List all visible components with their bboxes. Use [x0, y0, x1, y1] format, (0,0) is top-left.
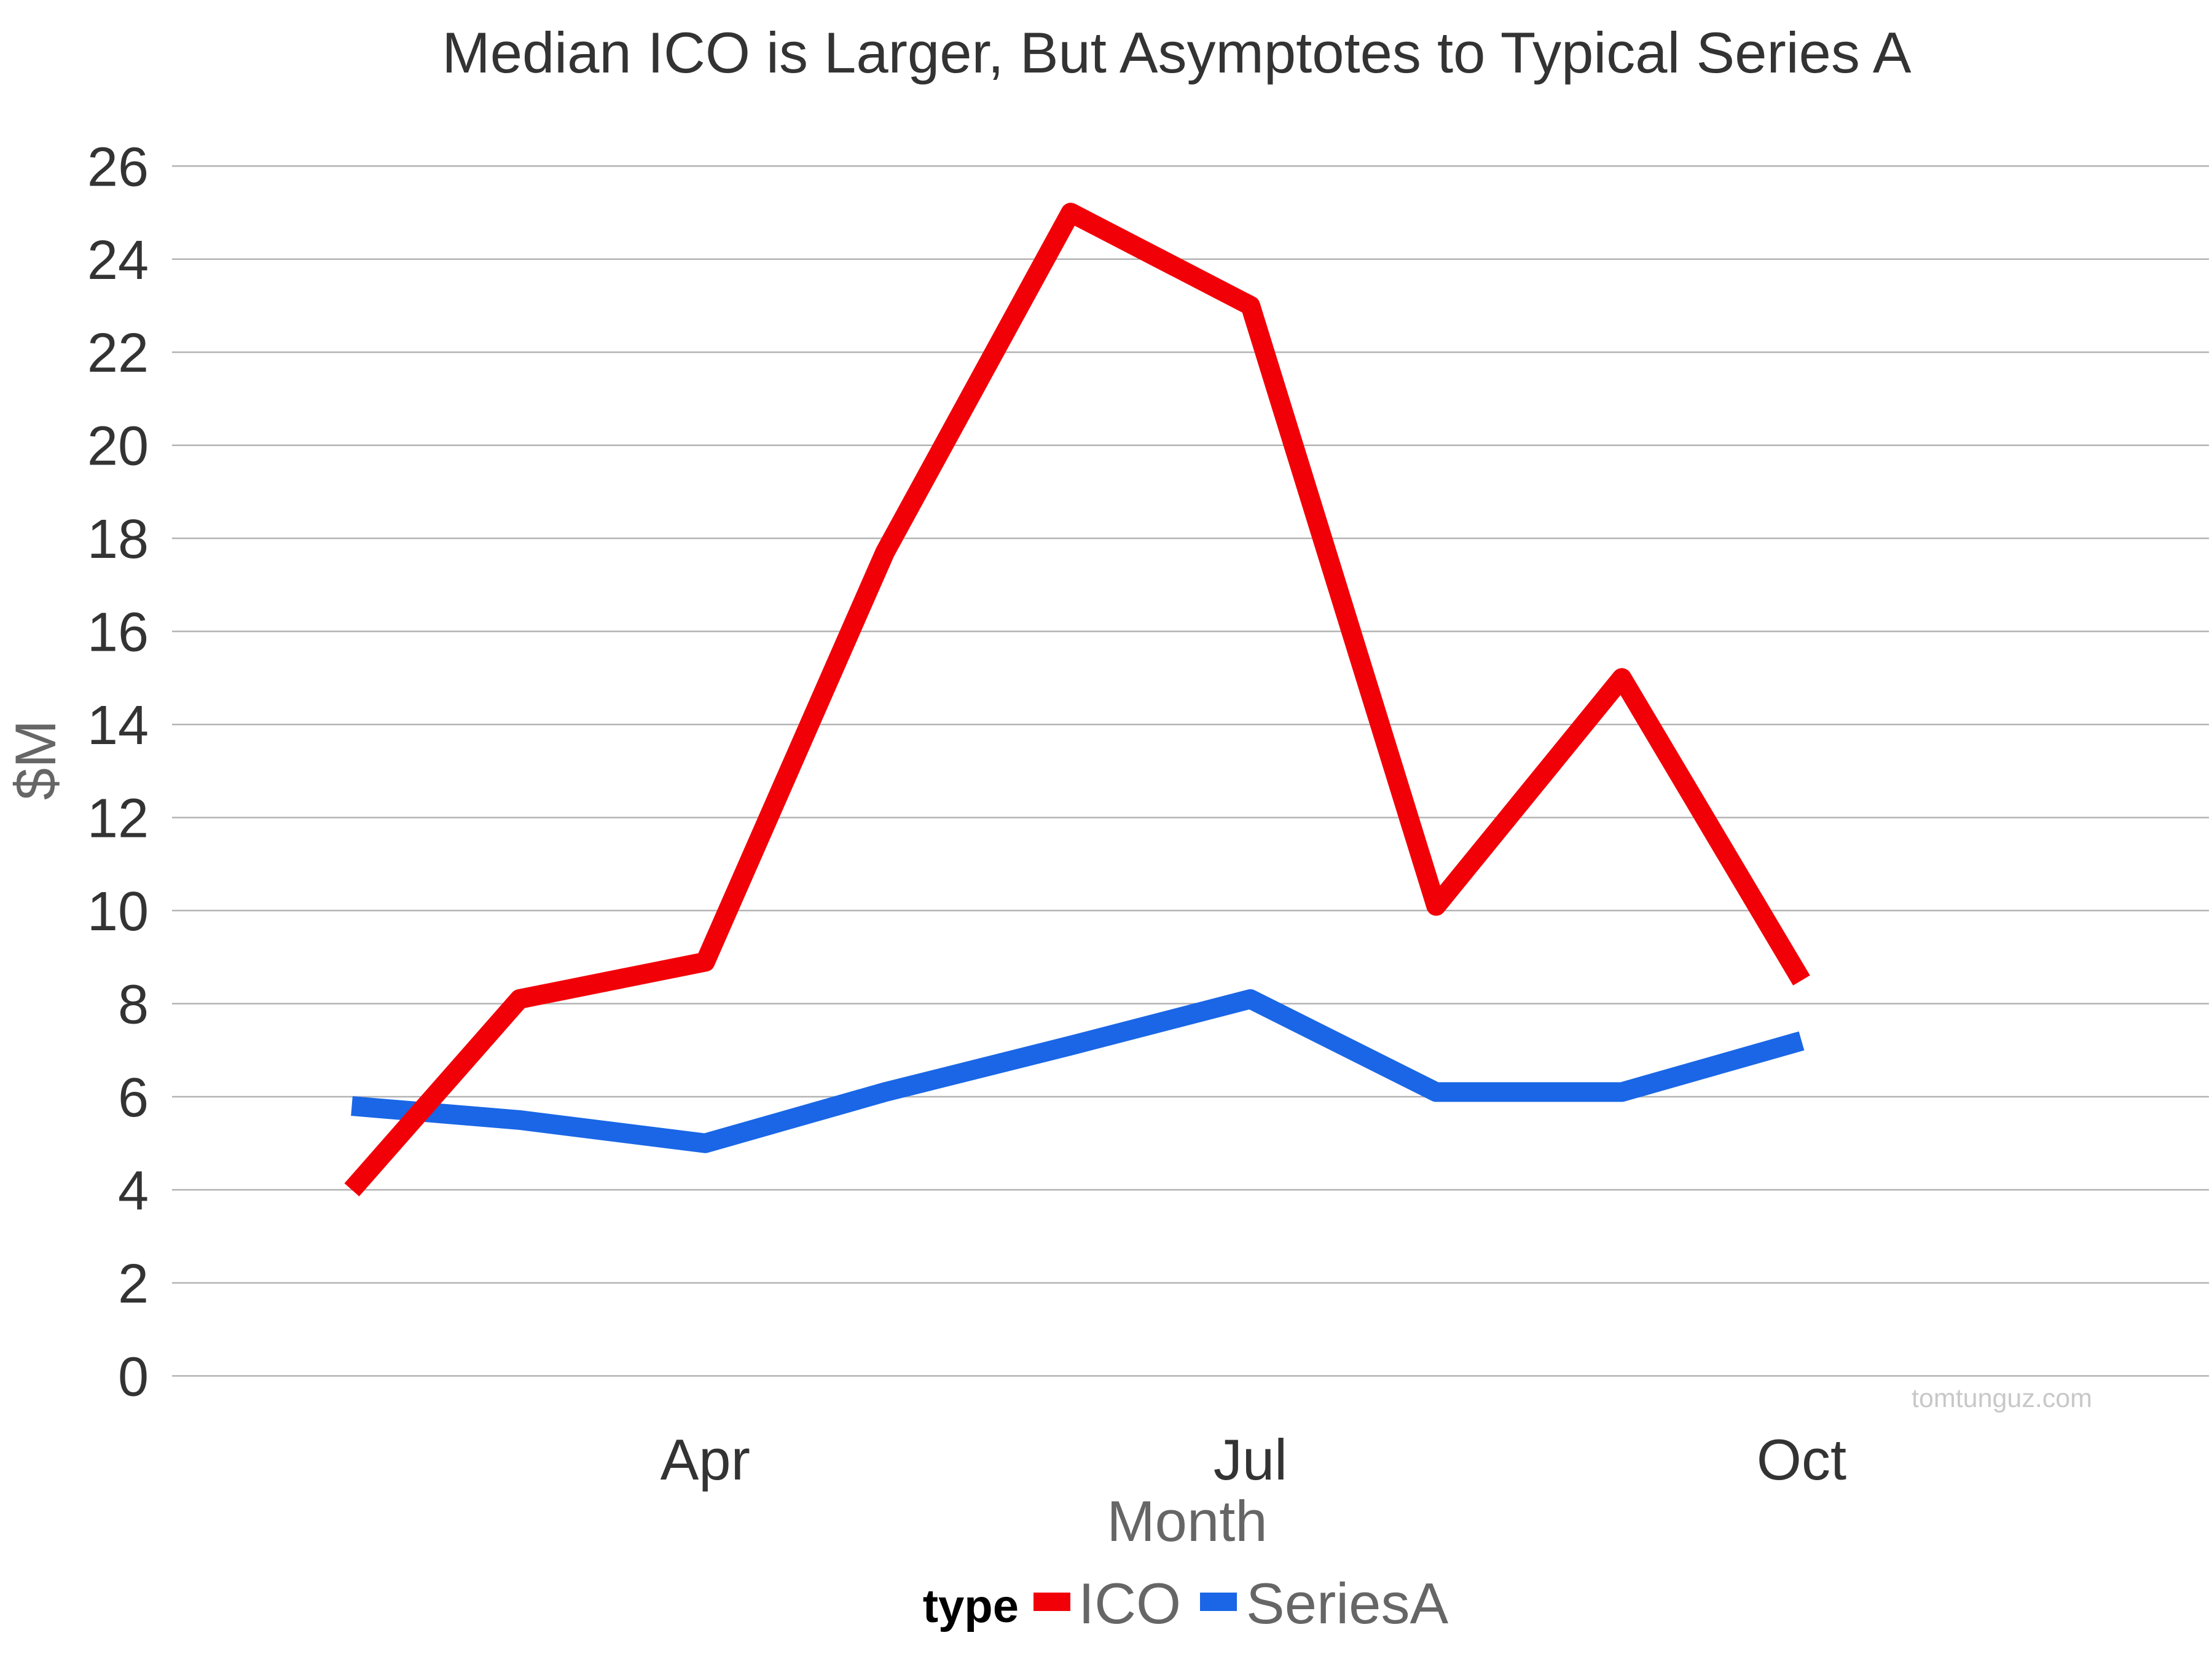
grid-lines	[172, 165, 2209, 1377]
x-tick-label-jul: Jul	[1214, 1427, 1287, 1492]
x-tick-label-apr: Apr	[661, 1427, 750, 1492]
x-tick-label-oct: Oct	[1757, 1427, 1846, 1492]
y-tick-label-26: 26	[87, 136, 149, 198]
y-tick-label-24: 24	[87, 230, 149, 291]
y-tick-label-8: 8	[118, 974, 149, 1036]
y-tick-label-4: 4	[118, 1160, 149, 1221]
x-axis-title: Month	[1107, 1489, 1267, 1553]
y-tick-label-18: 18	[87, 509, 149, 570]
y-tick-label-12: 12	[87, 788, 149, 850]
y-tick-label-10: 10	[87, 881, 149, 943]
series-line-ico	[344, 203, 1810, 1197]
legend: type ICO SeriesA	[923, 1571, 1449, 1636]
watermark: tomtunguz.com	[1912, 1384, 2092, 1413]
series-line-seriesa	[351, 989, 1805, 1153]
legend-swatch-ico	[1033, 1593, 1070, 1611]
y-tick-label-14: 14	[87, 695, 149, 756]
chart-title: Median ICO is Larger, But Asymptotes to …	[442, 20, 1911, 85]
legend-swatch-seriesa	[1200, 1593, 1237, 1611]
y-tick-label-2: 2	[118, 1253, 149, 1315]
legend-label-ico: ICO	[1078, 1571, 1181, 1636]
legend-title: type	[923, 1580, 1019, 1633]
y-tick-label-16: 16	[87, 602, 149, 664]
y-tick-label-22: 22	[87, 323, 149, 384]
y-axis-title: $M	[3, 720, 68, 801]
series-lines	[344, 203, 1810, 1197]
y-tick-label-20: 20	[87, 416, 149, 477]
y-tick-label-0: 0	[118, 1346, 149, 1408]
legend-label-seriesa: SeriesA	[1246, 1571, 1448, 1636]
y-tick-label-6: 6	[118, 1067, 149, 1129]
x-axis-ticks: Apr Jul Oct	[661, 1427, 1847, 1492]
